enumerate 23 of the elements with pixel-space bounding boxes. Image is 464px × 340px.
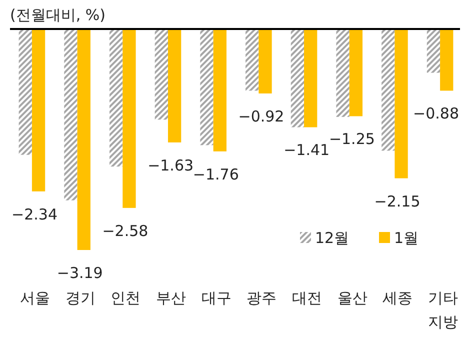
- data-label: −0.92: [238, 107, 284, 126]
- x-tick-label: 울산: [337, 289, 368, 307]
- x-tick-label: 기타 지방: [428, 289, 458, 331]
- x-tick-label: 부산: [156, 289, 186, 307]
- data-label: −0.88: [413, 104, 459, 123]
- x-tick-label: 대전: [292, 289, 322, 307]
- data-label: −1.41: [284, 141, 330, 160]
- x-tick-label: 대구: [201, 289, 232, 307]
- legend-label: 1월: [394, 229, 419, 247]
- data-label: −1.63: [148, 156, 194, 174]
- chart-title: (전월대비, %): [10, 6, 106, 24]
- x-tick-label: 경기: [65, 289, 96, 307]
- x-tick-label: 세종: [382, 289, 413, 307]
- data-label: −3.19: [56, 264, 103, 282]
- legend-label: 12월: [315, 229, 350, 247]
- x-tick-label: 인천: [110, 289, 141, 307]
- data-label: −1.25: [328, 130, 375, 148]
- data-label: −2.15: [374, 192, 420, 210]
- x-tick-label: 서울: [20, 289, 50, 307]
- data-label: −2.58: [102, 222, 148, 240]
- x-tick-label: 광주: [246, 289, 277, 307]
- data-label: −2.34: [12, 205, 58, 224]
- data-label: −1.76: [192, 165, 239, 184]
